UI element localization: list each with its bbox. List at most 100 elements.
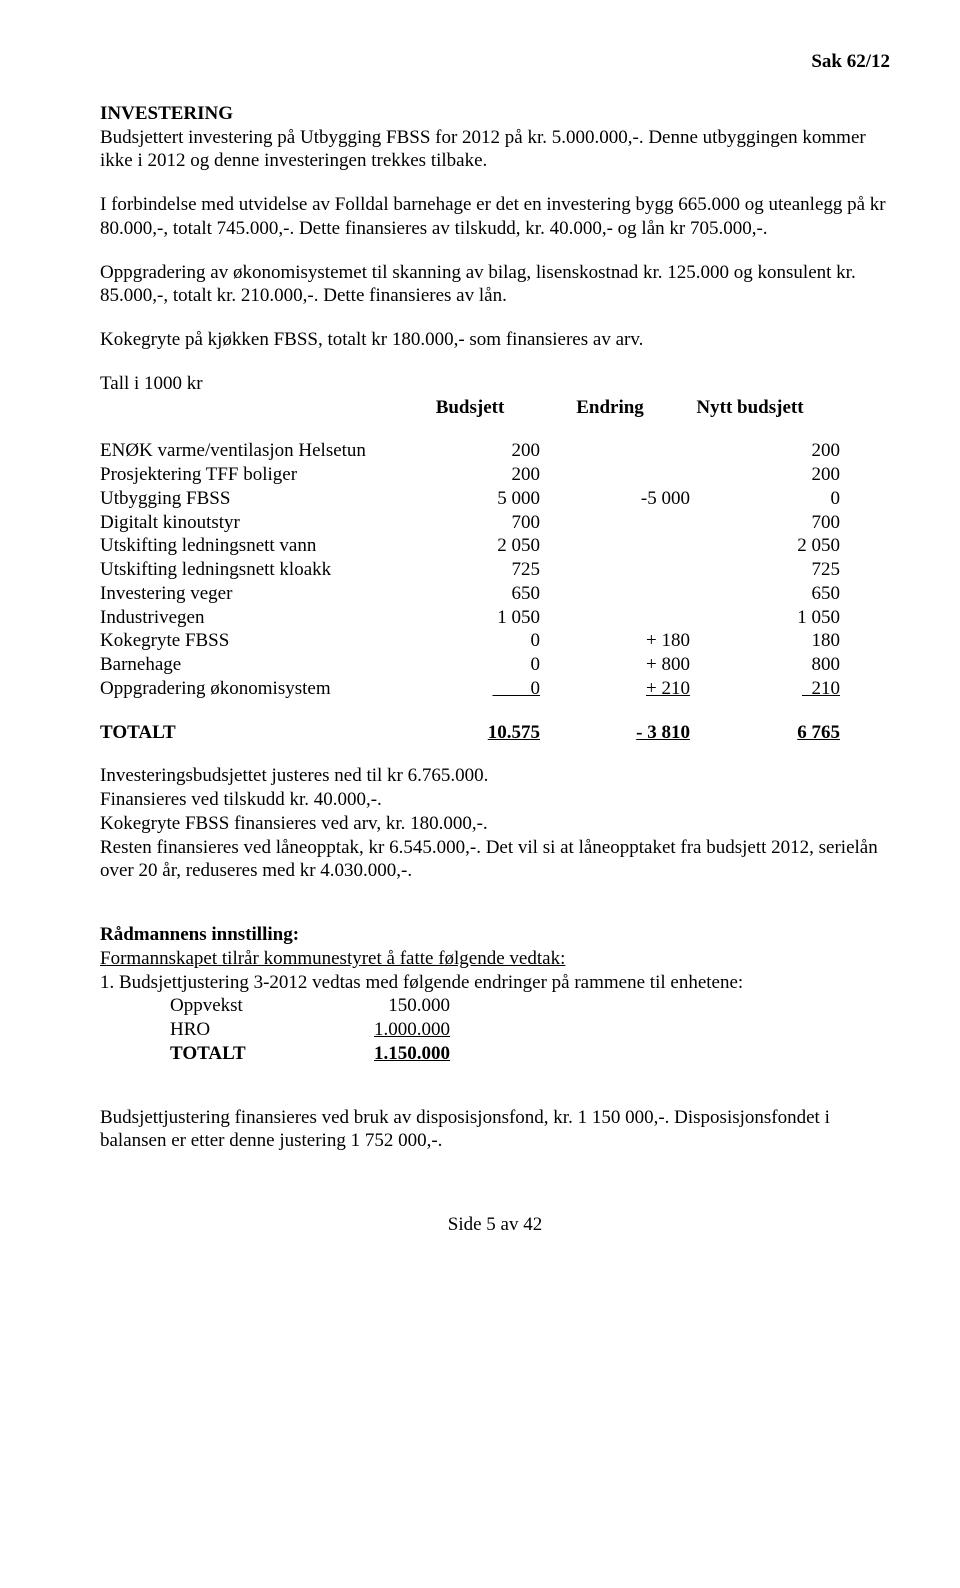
table-cell-budget: 650	[400, 582, 550, 606]
table-row: Prosjektering TFF boliger200200	[100, 463, 890, 487]
table-cell-budget: 0	[400, 677, 550, 701]
paragraph-intro: INVESTERING Budsjettert investering på U…	[100, 102, 890, 173]
indent-table: Oppvekst150.000HRO1.000.000 TOTALT 1.150…	[170, 994, 890, 1065]
line: Investeringsbudsjettet justeres ned til …	[100, 765, 488, 786]
table-cell-label: Digitalt kinoutstyr	[100, 511, 400, 535]
spacer	[100, 1066, 890, 1086]
line: Kokegryte FBSS finansieres ved arv, kr. …	[100, 813, 488, 834]
table-cell-budget: 725	[400, 558, 550, 582]
table-cell-new: 180	[700, 629, 840, 653]
paragraph-3: Oppgradering av økonomisystemet til skan…	[100, 261, 890, 309]
line: Finansieres ved tilskudd kr. 40.000,-.	[100, 789, 382, 810]
table-cell-change: -5 000	[550, 487, 700, 511]
indent-label: Oppvekst	[170, 994, 330, 1018]
table-cell-change	[550, 534, 700, 558]
paragraph-5: Investeringsbudsjettet justeres ned til …	[100, 764, 890, 883]
paragraph-2: I forbindelse med utvidelse av Folldal b…	[100, 193, 890, 241]
table-caption: Tall i 1000 kr	[100, 372, 890, 396]
table-header-change: Endring	[540, 396, 680, 420]
table-row: Industrivegen1 0501 050	[100, 606, 890, 630]
table-cell-label: Utskifting ledningsnett vann	[100, 534, 400, 558]
table-row: Investering veger650650	[100, 582, 890, 606]
table-cell-new: 200	[700, 439, 840, 463]
table-cell-change	[550, 463, 700, 487]
table-row: Utbygging FBSS5 000-5 0000	[100, 487, 890, 511]
table-cell-budget: 200	[400, 463, 550, 487]
spacer	[100, 701, 890, 721]
table-row: ENØK varme/ventilasjon Helsetun200200	[100, 439, 890, 463]
table-row: Utskifting ledningsnett vann2 0502 050	[100, 534, 890, 558]
table-cell-label: Investering veger	[100, 582, 400, 606]
table-cell-new: 210	[700, 677, 840, 701]
table-cell-new: 1 050	[700, 606, 840, 630]
table-row: Utskifting ledningsnett kloakk725725	[100, 558, 890, 582]
table-header-budget: Budsjett	[400, 396, 540, 420]
table-cell-label: Prosjektering TFF boliger	[100, 463, 400, 487]
table-total-budget: 10.575	[400, 721, 550, 745]
recommendation-title: Rådmannens innstilling:	[100, 923, 890, 947]
indent-value: 150.000	[330, 994, 450, 1018]
table-cell-budget: 0	[400, 629, 550, 653]
budget-table: Tall i 1000 kr Budsjett Endring Nytt bud…	[100, 372, 890, 745]
table-cell-label: ENØK varme/ventilasjon Helsetun	[100, 439, 400, 463]
indent-row: HRO1.000.000	[170, 1018, 890, 1042]
table-cell-new: 725	[700, 558, 840, 582]
table-total-row: TOTALT 10.575 - 3 810 6 765	[100, 721, 890, 745]
table-cell-label: Industrivegen	[100, 606, 400, 630]
indent-total-label: TOTALT	[170, 1042, 330, 1066]
spacer	[100, 903, 890, 923]
indent-value: 1.000.000	[330, 1018, 450, 1042]
indent-total-value: 1.150.000	[330, 1042, 450, 1066]
table-total-change: - 3 810	[550, 721, 700, 745]
table-cell-change	[550, 606, 700, 630]
line: Resten finansieres ved låneopptak, kr 6.…	[100, 837, 878, 882]
table-cell-new: 700	[700, 511, 840, 535]
case-number: Sak 62/12	[100, 50, 890, 74]
table-cell-change	[550, 558, 700, 582]
table-body: ENØK varme/ventilasjon Helsetun200200Pro…	[100, 439, 890, 677]
table-cell-change: + 210	[550, 677, 700, 701]
document-page: Sak 62/12 INVESTERING Budsjettert invest…	[0, 0, 960, 1277]
table-cell-change	[550, 439, 700, 463]
table-cell-label: Utskifting ledningsnett kloakk	[100, 558, 400, 582]
table-header-row: Budsjett Endring Nytt budsjett	[100, 396, 890, 420]
spacer	[100, 419, 890, 439]
recommendation-item-1: 1. Budsjettjustering 3-2012 vedtas med f…	[100, 971, 890, 995]
section-heading: INVESTERING	[100, 103, 233, 124]
table-cell-label: Utbygging FBSS	[100, 487, 400, 511]
table-cell-new: 800	[700, 653, 840, 677]
table-total-label: TOTALT	[100, 721, 400, 745]
indent-total-row: TOTALT 1.150.000	[170, 1042, 890, 1066]
table-cell-new: 2 050	[700, 534, 840, 558]
indent-label: HRO	[170, 1018, 330, 1042]
page-footer: Side 5 av 42	[100, 1213, 890, 1237]
table-cell-label: Barnehage	[100, 653, 400, 677]
table-cell-budget: 5 000	[400, 487, 550, 511]
table-cell-change: + 180	[550, 629, 700, 653]
table-cell-budget: 0	[400, 653, 550, 677]
indent-row: Oppvekst150.000	[170, 994, 890, 1018]
table-row-last: Oppgradering økonomisystem 0 + 210 210	[100, 677, 890, 701]
table-total-new: 6 765	[700, 721, 840, 745]
table-cell-new: 0	[700, 487, 840, 511]
table-cell-label: Kokegryte FBSS	[100, 629, 400, 653]
table-header-new: Nytt budsjett	[680, 396, 820, 420]
paragraph-text: Budsjettert investering på Utbygging FBS…	[100, 127, 866, 172]
table-cell-change	[550, 582, 700, 606]
table-cell-budget: 200	[400, 439, 550, 463]
recommendation-subtitle: Formannskapet tilrår kommunestyret å fat…	[100, 947, 890, 971]
table-cell-new: 200	[700, 463, 840, 487]
table-cell-change: + 800	[550, 653, 700, 677]
table-header-spacer	[100, 396, 400, 420]
indent-table-body: Oppvekst150.000HRO1.000.000	[170, 994, 890, 1042]
table-cell-label: Oppgradering økonomisystem	[100, 677, 400, 701]
table-cell-change	[550, 511, 700, 535]
table-row: Kokegryte FBSS0+ 180180	[100, 629, 890, 653]
table-cell-budget: 2 050	[400, 534, 550, 558]
table-cell-budget: 700	[400, 511, 550, 535]
table-cell-budget: 1 050	[400, 606, 550, 630]
table-row: Barnehage0+ 800800	[100, 653, 890, 677]
paragraph-6: Budsjettjustering finansieres ved bruk a…	[100, 1106, 890, 1154]
spacer	[100, 1086, 890, 1106]
paragraph-4: Kokegryte på kjøkken FBSS, totalt kr 180…	[100, 328, 890, 352]
